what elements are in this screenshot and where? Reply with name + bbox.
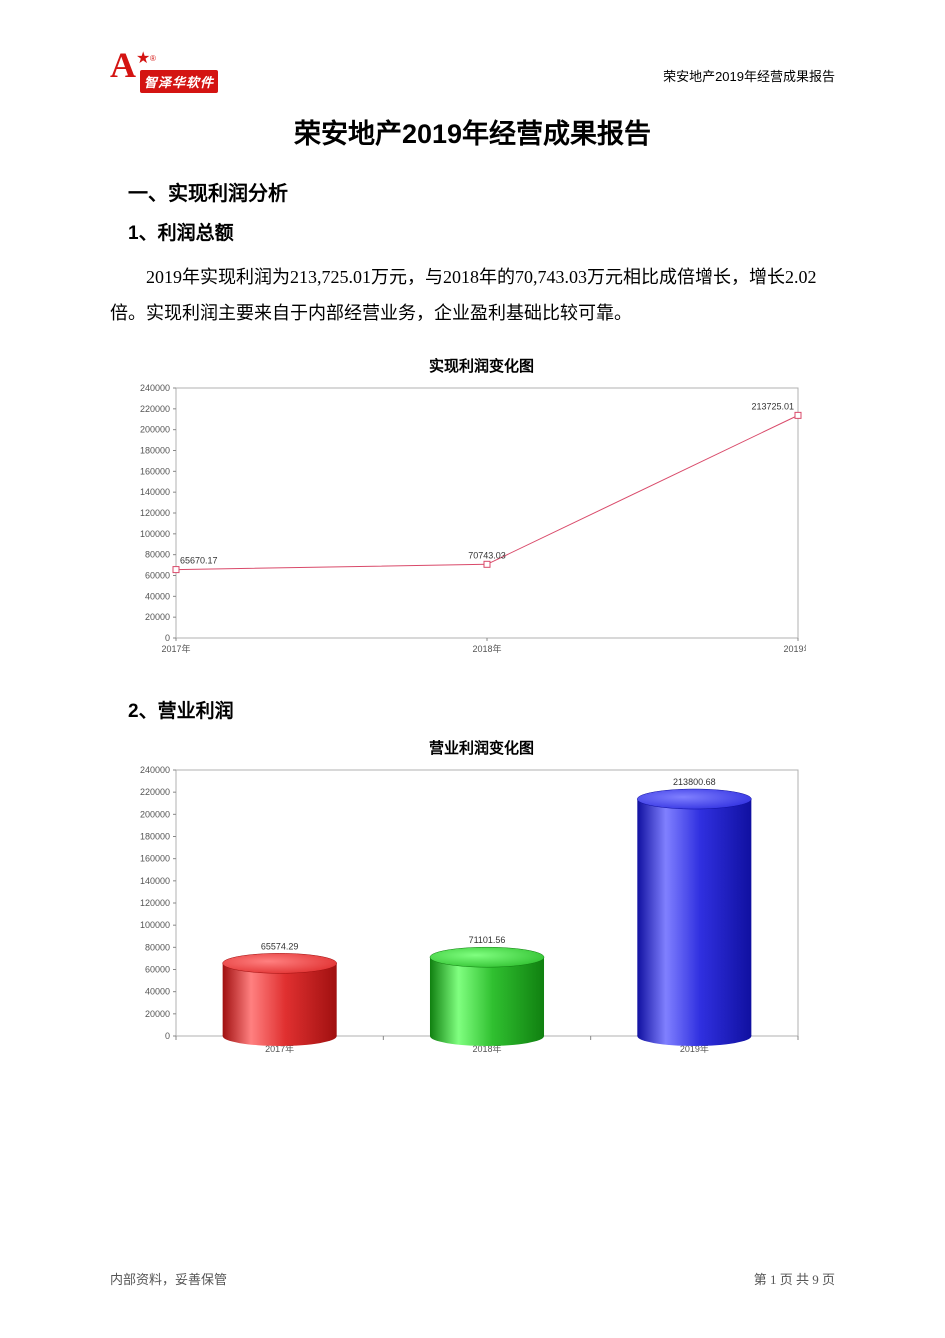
svg-text:180000: 180000 xyxy=(140,446,170,456)
svg-text:220000: 220000 xyxy=(140,404,170,414)
svg-text:180000: 180000 xyxy=(140,832,170,842)
section-1-heading: 一、实现利润分析 xyxy=(128,177,835,206)
svg-text:160000: 160000 xyxy=(140,854,170,864)
logo-star-icon: ★ xyxy=(136,48,150,68)
page-footer: 内部资料，妥善保管 第 1 页 共 9 页 xyxy=(110,1269,835,1288)
svg-text:2017年: 2017年 xyxy=(161,643,190,654)
svg-text:140000: 140000 xyxy=(140,876,170,886)
logo-reg-icon: ® xyxy=(150,54,156,63)
logo: A ★ ® 智泽华软件 xyxy=(110,50,220,94)
svg-text:40000: 40000 xyxy=(145,591,170,601)
svg-text:240000: 240000 xyxy=(140,383,170,393)
bar-chart: 0 20000 40000 60000 80000 100000 120000 140000 1… xyxy=(128,762,806,1062)
svg-text:20000: 20000 xyxy=(145,1009,170,1019)
svg-text:160000: 160000 xyxy=(140,466,170,476)
svg-text:65670.17: 65670.17 xyxy=(180,556,218,566)
svg-text:213800.68: 213800.68 xyxy=(673,777,716,787)
svg-text:100000: 100000 xyxy=(140,529,170,539)
logo-letter: A xyxy=(110,44,136,86)
svg-text:200000: 200000 xyxy=(140,809,170,819)
logo-text: 智泽华软件 xyxy=(140,70,218,93)
section-1-1-heading: 1、利润总额 xyxy=(128,218,835,245)
svg-text:80000: 80000 xyxy=(145,942,170,952)
svg-text:60000: 60000 xyxy=(145,571,170,581)
svg-text:60000: 60000 xyxy=(145,965,170,975)
section-1-1-paragraph: 2019年实现利润为213,725.01万元，与2018年的70,743.03万… xyxy=(110,259,835,331)
line-chart-title: 实现利润变化图 xyxy=(128,355,835,376)
svg-text:80000: 80000 xyxy=(145,550,170,560)
page-header: A ★ ® 智泽华软件 荣安地产2019年经营成果报告 xyxy=(110,50,835,94)
svg-text:240000: 240000 xyxy=(140,765,170,775)
svg-text:71101.56: 71101.56 xyxy=(469,935,506,945)
svg-text:120000: 120000 xyxy=(140,508,170,518)
svg-text:65574.29: 65574.29 xyxy=(261,941,299,951)
svg-text:40000: 40000 xyxy=(145,987,170,997)
bar-chart-wrap: 营业利润变化图 0 20000 40000 60000 80000 100000 12000… xyxy=(128,737,835,1062)
svg-text:213725.01: 213725.01 xyxy=(751,401,794,411)
section-1-2-heading: 2、营业利润 xyxy=(128,696,835,723)
svg-text:20000: 20000 xyxy=(145,612,170,622)
svg-text:70743.03: 70743.03 xyxy=(468,550,506,560)
footer-left: 内部资料，妥善保管 xyxy=(110,1269,227,1288)
svg-text:0: 0 xyxy=(165,633,170,643)
svg-text:120000: 120000 xyxy=(140,898,170,908)
svg-text:200000: 200000 xyxy=(140,425,170,435)
svg-text:140000: 140000 xyxy=(140,487,170,497)
page-title: 荣安地产2019年经营成果报告 xyxy=(110,112,835,151)
svg-text:2019年: 2019年 xyxy=(783,643,806,654)
svg-text:0: 0 xyxy=(165,1031,170,1041)
footer-right: 第 1 页 共 9 页 xyxy=(754,1269,835,1288)
header-right-text: 荣安地产2019年经营成果报告 xyxy=(663,50,835,85)
svg-text:2018年: 2018年 xyxy=(472,643,501,654)
svg-text:100000: 100000 xyxy=(140,920,170,930)
svg-text:220000: 220000 xyxy=(140,787,170,797)
bar-chart-title: 营业利润变化图 xyxy=(128,737,835,758)
line-chart: 0 20000 40000 60000 80000 100000 120000 140000 1… xyxy=(128,380,806,660)
line-chart-wrap: 实现利润变化图 0 20000 40000 60000 80000 100000 12000… xyxy=(128,355,835,660)
